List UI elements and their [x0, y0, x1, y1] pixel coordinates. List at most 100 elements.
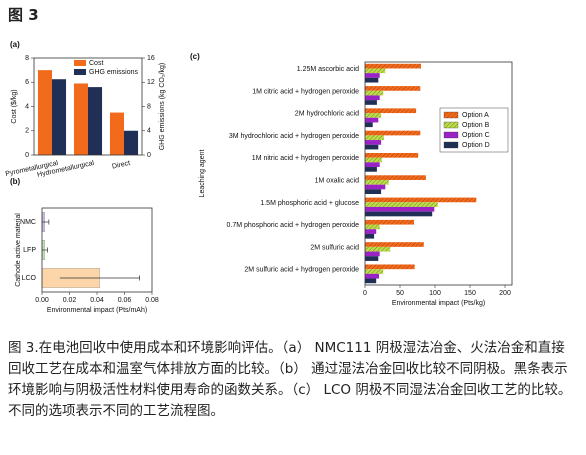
bar — [109, 112, 124, 155]
y-tick-label: 8 — [25, 55, 29, 62]
legend-label: Option C — [462, 132, 490, 139]
panel-label: (b) — [10, 177, 21, 186]
bar — [88, 87, 103, 155]
y-tick-label: 2M sulfuric acid — [310, 244, 359, 251]
bar — [365, 77, 379, 83]
y-tick-label: 0 — [25, 152, 29, 159]
bar — [365, 144, 379, 150]
legend-label: Cost — [89, 60, 103, 67]
bar — [365, 246, 391, 252]
bar — [365, 202, 438, 207]
y2-tick-label: 12 — [147, 79, 155, 86]
bar — [365, 113, 382, 118]
panel-label: (c) — [190, 52, 200, 61]
y2-tick-label: 4 — [147, 128, 151, 135]
legend-swatch — [443, 131, 459, 139]
legend-swatch — [74, 69, 86, 75]
x-tick-label: 0.00 — [35, 297, 49, 304]
x-tick-label: 100 — [429, 290, 441, 297]
y2-tick-label: 0 — [147, 152, 151, 159]
bar — [73, 83, 88, 155]
x-tick-label: 150 — [464, 290, 476, 297]
y-tick-label: 2M hydrochloric acid — [295, 111, 359, 118]
bar — [365, 264, 415, 270]
figure-heading: 图 3 — [8, 6, 39, 24]
y-tick-label: 2 — [25, 128, 29, 135]
bar — [365, 251, 380, 257]
x-tick-label: 0.06 — [118, 297, 132, 304]
bar — [365, 122, 373, 128]
figure-charts: (a)024680481216PyrometallurgicalHydromet… — [5, 40, 513, 314]
bar — [365, 130, 421, 136]
bar — [365, 242, 424, 247]
legend-label: GHG emissions — [89, 69, 139, 76]
y-tick-label: LFP — [23, 247, 36, 254]
y-tick-label: 1M nitric acid + hydrogen peroxide — [252, 155, 359, 162]
plot-frame — [41, 207, 153, 293]
legend-label: Option A — [462, 112, 489, 119]
error-bar — [42, 247, 48, 253]
error-bar — [42, 219, 50, 225]
bar — [37, 70, 52, 155]
y2-tick-label: 8 — [147, 103, 151, 110]
bar — [365, 273, 379, 279]
y-tick-label: 0.7M phosphoric acid + hydrogen peroxide — [226, 222, 359, 229]
y-tick-label: 4 — [25, 103, 29, 110]
bar — [365, 224, 380, 230]
bar — [365, 211, 433, 217]
x-tick-label: 0.02 — [63, 297, 77, 304]
y-tick-label: 6 — [25, 79, 29, 86]
y-axis-label: Leaching agent — [199, 150, 206, 198]
x-tick-label: 0.04 — [90, 297, 104, 304]
x-tick-label: 0.08 — [145, 297, 159, 304]
bar — [365, 140, 382, 145]
bar — [365, 63, 421, 69]
bar — [365, 86, 421, 91]
y-tick-label: 2M sulfuric acid + hydrogen peroxide — [244, 267, 359, 274]
y-tick-label: 1M oxalic acid — [315, 177, 359, 184]
x-tick-label: 50 — [396, 290, 404, 297]
bar — [52, 79, 67, 155]
bar — [365, 117, 379, 123]
y-tick-label: 1.5M phosphoric acid + glucose — [260, 200, 359, 207]
legend-label: Option B — [462, 122, 490, 129]
y-tick-label: LCO — [22, 275, 37, 282]
y-tick-label: 1M citric acid + hydrogen peroxide — [252, 88, 359, 95]
y-axis-label: Cost ($/kg) — [11, 89, 18, 123]
error-bar — [59, 275, 140, 281]
y2-tick-label: 16 — [147, 55, 155, 62]
legend-swatch — [443, 121, 459, 129]
plot-frame — [364, 61, 513, 286]
legend-label: Option D — [462, 142, 490, 149]
bar — [365, 269, 384, 274]
figure-caption: 图 3.在电池回收中使用成本和环境影响评估。（a） NMC111 阴极湿法冶金、… — [8, 340, 572, 419]
bar — [365, 108, 417, 114]
x-tick-label: Direct — [111, 160, 130, 171]
bar — [365, 256, 379, 261]
bar — [365, 184, 386, 190]
legend-swatch — [74, 60, 86, 66]
y-tick-label: 1.25M ascorbic acid — [297, 66, 359, 73]
legend-swatch — [443, 141, 459, 149]
x-tick-label: 0 — [363, 290, 367, 297]
y-tick-label: 3M hydrochloric acid + hydrogen peroxide — [229, 133, 359, 140]
bar — [365, 157, 382, 163]
panel-label: (a) — [10, 40, 20, 49]
bar — [365, 90, 384, 96]
x-axis-label: Environmental impact (Pts/kg) — [392, 300, 485, 307]
legend-swatch — [443, 111, 459, 119]
bar — [365, 278, 377, 284]
bar — [365, 135, 384, 141]
bar — [365, 189, 382, 195]
bar — [365, 206, 435, 212]
y2-axis-label: GHG emissions (kg CO₂/kg) — [159, 63, 166, 151]
x-tick-label: 200 — [499, 290, 511, 297]
x-axis-label: Environmental impact (Pts/mAh) — [47, 307, 147, 314]
bar — [365, 162, 380, 168]
y-axis-label: Cathode active material — [15, 213, 22, 287]
bar — [365, 229, 377, 234]
bar — [365, 197, 477, 203]
bar — [365, 95, 380, 101]
bar — [365, 175, 426, 180]
